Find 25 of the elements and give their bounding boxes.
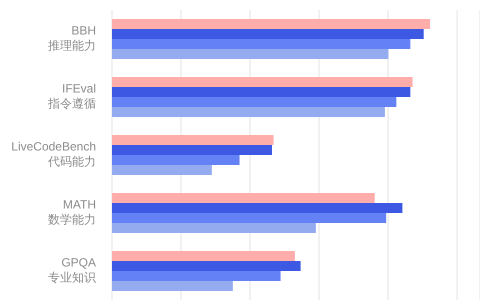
bar [112,77,413,87]
bar [112,97,396,107]
bar [112,29,424,39]
bar [112,87,410,97]
bar [112,107,385,117]
bar [112,271,281,281]
bar [112,19,430,29]
bar [112,203,402,213]
bar [112,39,410,49]
y-tick-label: BBH 推理能力 [48,24,96,53]
bar [112,135,274,145]
bar [112,145,272,155]
bar [112,261,301,271]
bar [112,193,375,203]
bar [112,251,295,261]
bar [112,155,240,165]
bar [112,281,233,291]
bar [112,223,316,233]
y-tick-label: MATH 数学能力 [48,198,96,227]
y-tick-label: GPQA 专业知识 [48,256,96,285]
y-tick-label: LiveCodeBench 代码能力 [11,140,96,169]
bar [112,165,212,175]
bar [112,213,386,223]
y-tick-label: IFEval 指令遵循 [47,82,96,111]
bar [112,49,388,59]
